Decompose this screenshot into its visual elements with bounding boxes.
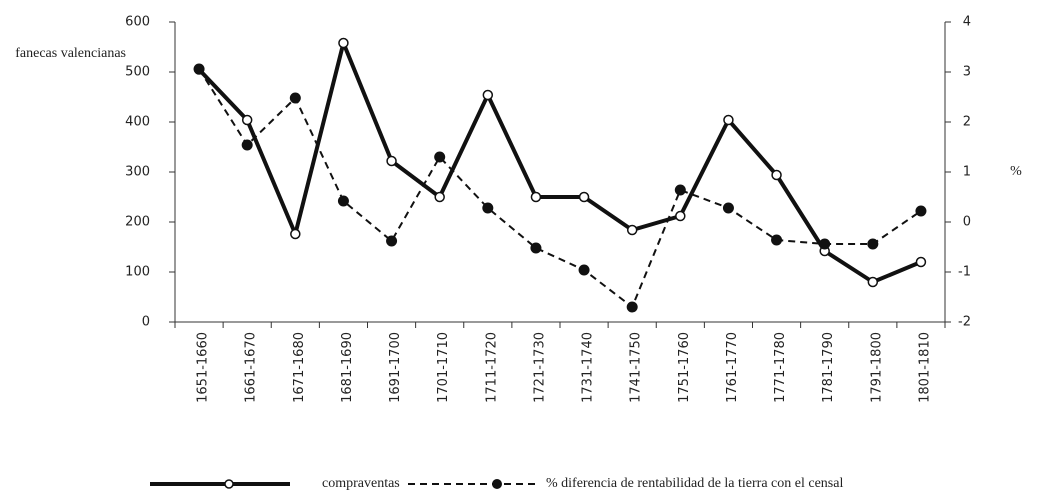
point [819,238,831,250]
legend-label: % diferencia de rentabilidad de la tierr… [546,476,843,491]
x-tick-label: 1691-1700 [388,332,403,403]
y2-tick-label: 3 [963,65,971,80]
point [482,202,494,214]
x-tick-label: 1721-1730 [532,332,547,403]
point [771,234,783,246]
point [338,37,349,49]
legend-label: compraventas [322,476,400,491]
point [193,63,205,75]
x-tick-label: 1761-1770 [725,332,740,403]
x-tick-label: 1751-1760 [677,332,692,403]
y-tick-label: 600 [125,15,150,30]
point [434,151,446,163]
y-tick-label: 200 [125,215,150,230]
series-line [197,41,922,284]
point [626,301,638,313]
x-tick-label: 1801-1810 [917,332,932,403]
point [722,202,734,214]
x-tick-label: 1681-1690 [340,332,355,403]
y-axis-label: fanecas valencianas [15,46,126,61]
y2-axis-label: % [1010,164,1022,179]
x-tick-label: 1711-1720 [484,332,499,403]
point [674,184,686,196]
x-tick-label: 1651-1660 [196,332,211,403]
series-line [198,68,922,308]
point [530,191,542,203]
x-tick-label: 1741-1750 [629,332,644,403]
point [290,228,301,240]
y-tick-label: 400 [125,115,150,130]
point [241,139,253,151]
point [578,264,590,276]
point [530,242,542,254]
point [386,235,398,247]
point [867,276,879,288]
point [434,191,445,203]
y2-tick-label: 1 [963,165,971,180]
point [723,114,734,126]
y-tick-label: 100 [125,265,150,280]
x-tick-label: 1781-1790 [821,332,836,403]
point [289,92,301,104]
y2-tick-label: 0 [963,215,971,230]
x-tick-label: 1771-1780 [773,332,788,403]
point [771,169,782,181]
point [675,210,686,222]
x-tick-label: 1791-1800 [869,332,884,403]
x-tick-label: 1701-1710 [436,332,451,403]
x-tick-label: 1671-1680 [292,332,307,403]
point [915,205,927,217]
y2-tick-label: -1 [958,265,971,280]
y-tick-label: 0 [142,315,150,330]
y-tick-label: 500 [125,65,150,80]
y2-tick-label: -2 [958,315,971,330]
point [578,191,590,203]
point [915,256,927,268]
legend-marker [224,479,234,489]
x-tick-label: 1731-1740 [581,332,596,403]
point [386,155,397,167]
y-tick-label: 300 [125,165,150,180]
point [482,89,494,101]
point [867,238,879,250]
y2-tick-label: 2 [963,115,971,130]
y2-tick-label: 4 [963,15,971,30]
point [626,224,638,236]
legend-marker [492,479,502,489]
point [337,195,349,207]
x-tick-label: 1661-1670 [244,332,259,403]
point [241,114,253,126]
